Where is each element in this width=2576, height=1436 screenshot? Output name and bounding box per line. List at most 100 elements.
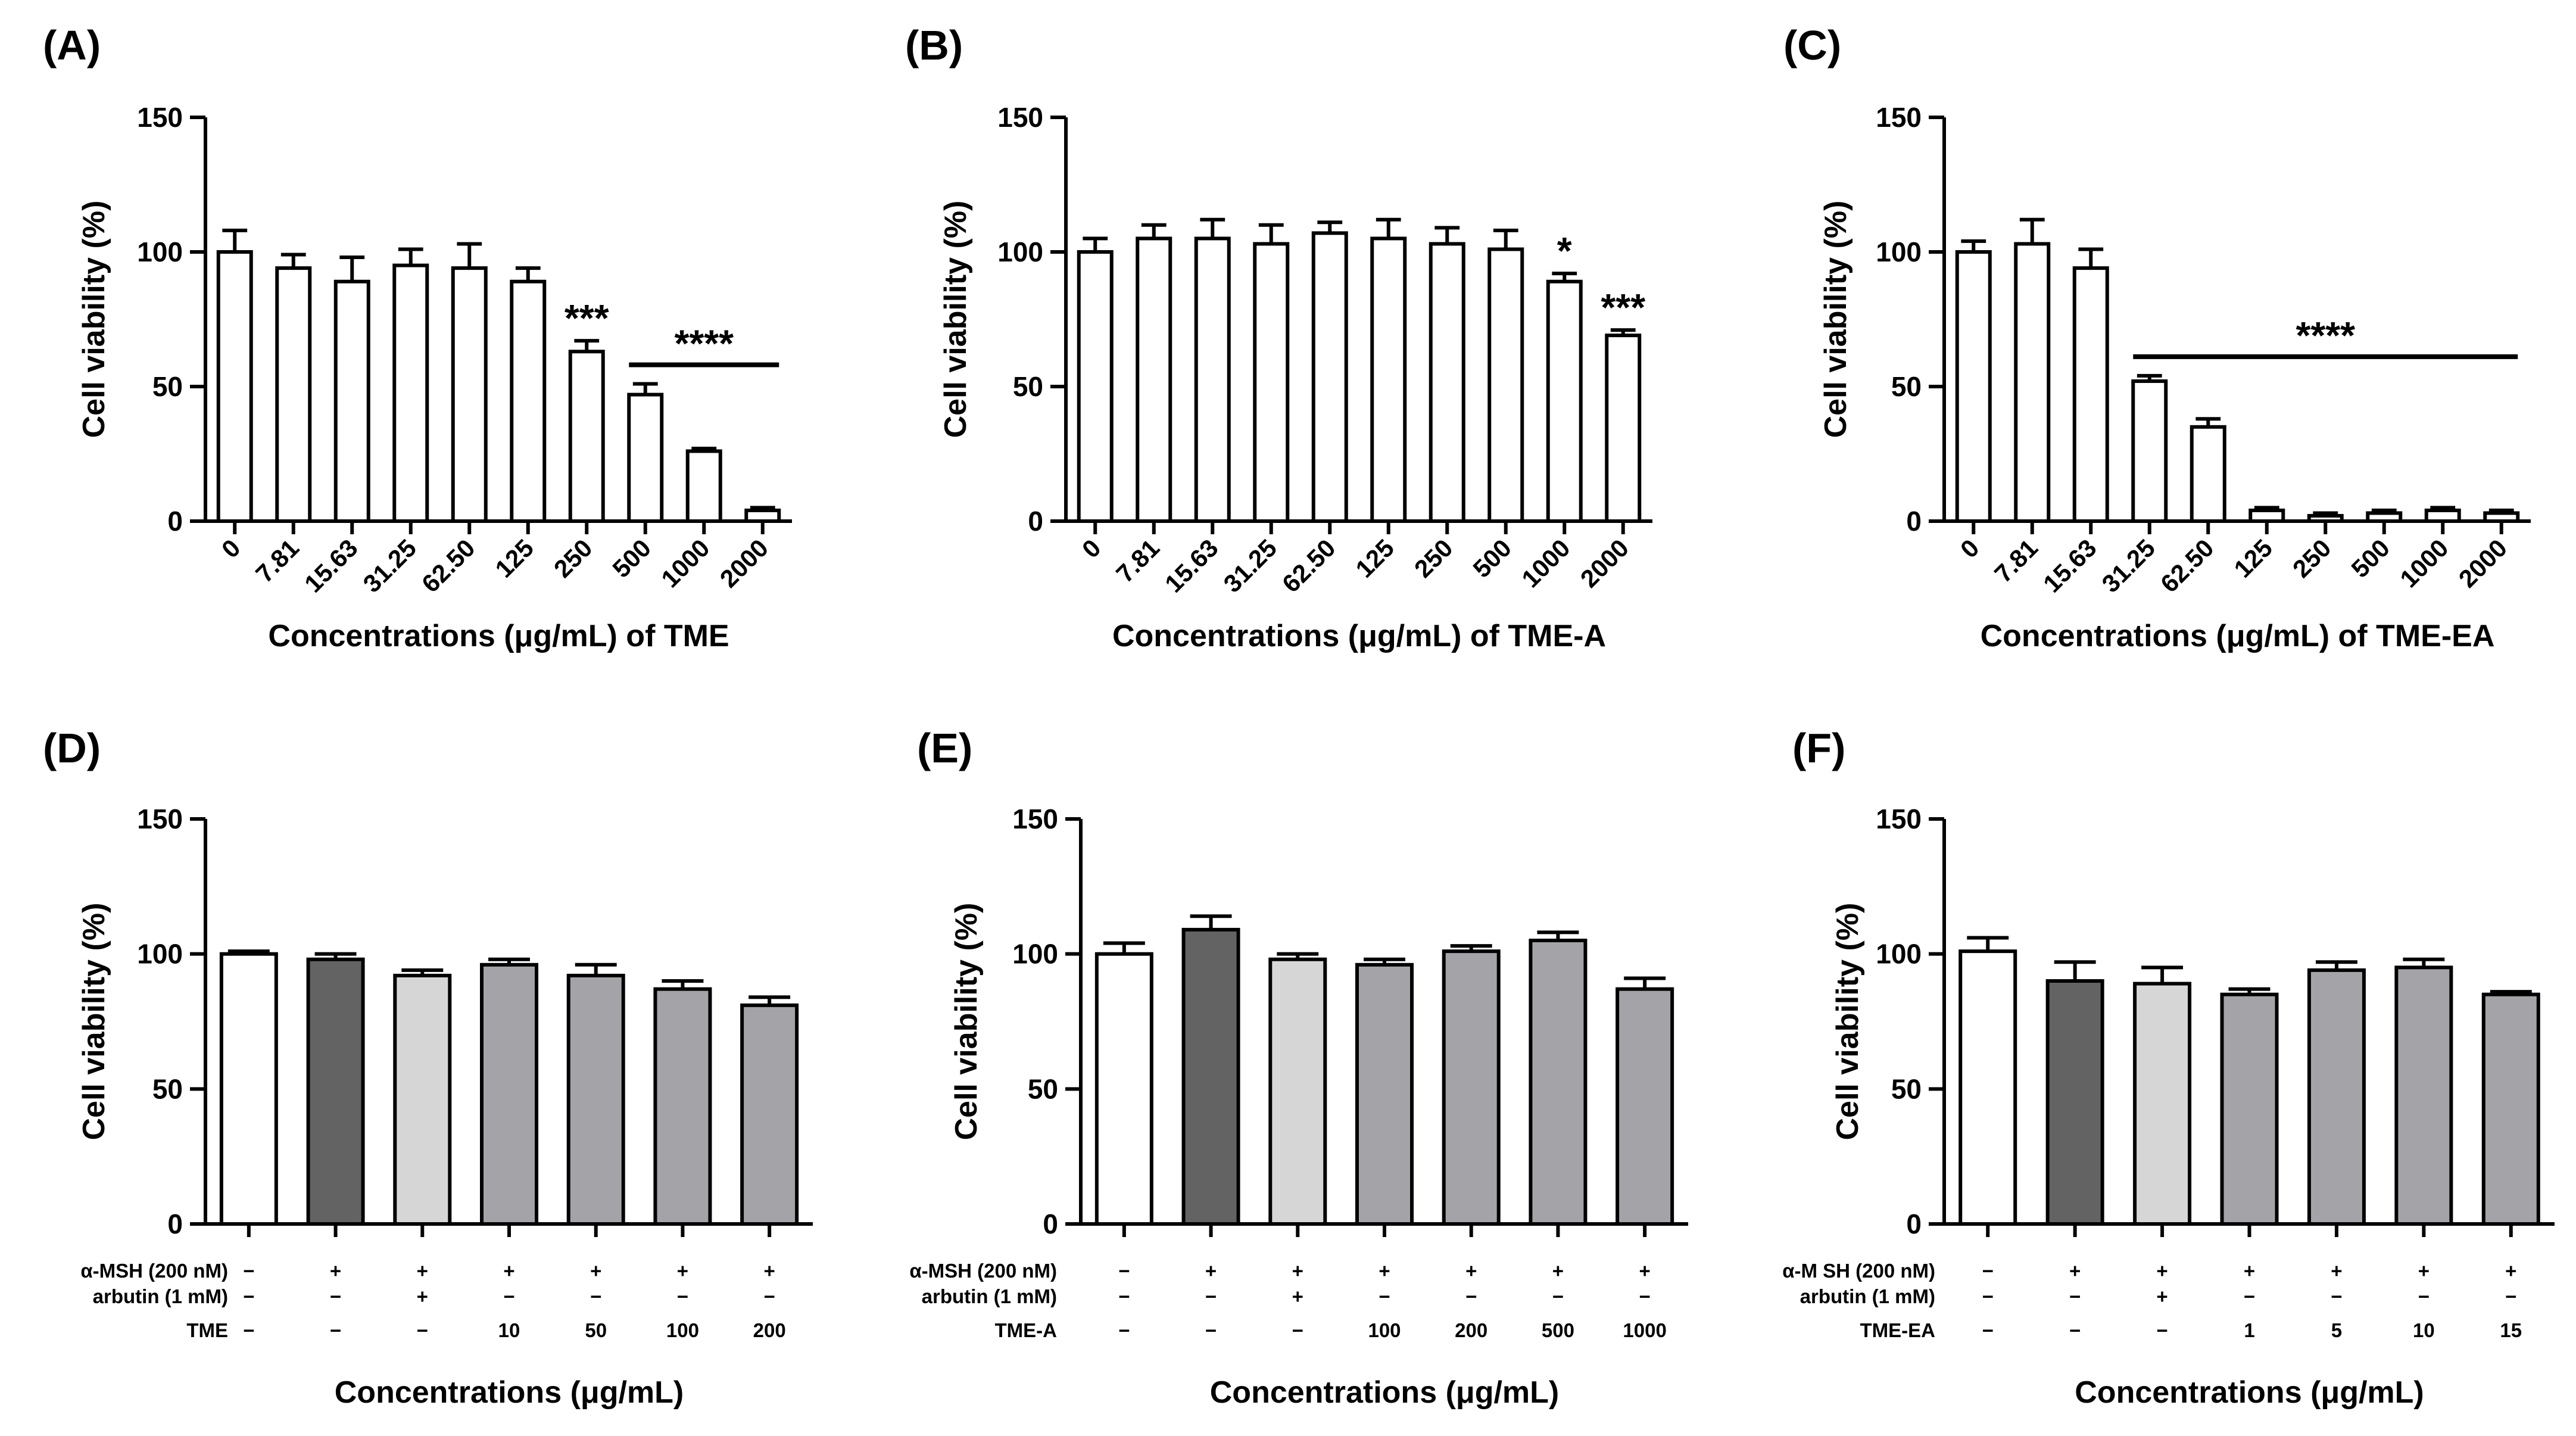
treatment-row-value: − bbox=[1292, 1319, 1303, 1341]
bar bbox=[2366, 511, 2403, 524]
bar bbox=[1181, 927, 1240, 1226]
y-tick-label: 0 bbox=[167, 1208, 183, 1239]
panel-label: (E) bbox=[917, 725, 972, 771]
treatment-row-value: 50 bbox=[585, 1319, 607, 1341]
bar bbox=[566, 973, 625, 1226]
bar bbox=[1487, 247, 1524, 523]
y-tick-label: 150 bbox=[1876, 102, 1922, 133]
bar bbox=[480, 962, 538, 1226]
y-axis-title: Cell viability (%) bbox=[949, 903, 984, 1141]
treatment-row-value: + bbox=[2069, 1260, 2081, 1282]
treatment-row-value: − bbox=[1982, 1319, 1994, 1341]
x-tick-label: 62.50 bbox=[416, 534, 481, 598]
panel-e: (E) 0 50 100 150 Cell viability (%) α-MSH (200… bbox=[909, 725, 1688, 1410]
x-tick-label: 2000 bbox=[2453, 534, 2512, 593]
y-tick-label: 0 bbox=[1906, 1208, 1922, 1239]
x-tick-label: 62.50 bbox=[1277, 534, 1341, 598]
bar bbox=[2307, 513, 2344, 524]
y-tick-label: 150 bbox=[997, 102, 1043, 133]
bar bbox=[2131, 379, 2168, 524]
treatment-row-label: TME-EA bbox=[1860, 1319, 1936, 1341]
panel-label: (F) bbox=[1792, 725, 1845, 771]
y-axis-title: Cell viability (%) bbox=[1819, 201, 1853, 438]
bar bbox=[568, 350, 605, 523]
y-tick-label: 50 bbox=[152, 371, 183, 402]
x-tick-label: 250 bbox=[548, 534, 598, 583]
treatment-row-value: 10 bbox=[498, 1319, 520, 1341]
treatment-row-value: − bbox=[243, 1260, 254, 1282]
x-tick-label: 0 bbox=[216, 534, 246, 563]
bar bbox=[306, 957, 365, 1226]
treatment-row-value: − bbox=[764, 1285, 775, 1307]
bar bbox=[333, 279, 370, 523]
bar bbox=[275, 266, 312, 523]
significance-label: *** bbox=[1601, 286, 1645, 329]
treatment-row-value: + bbox=[2418, 1260, 2430, 1282]
y-tick-label: 50 bbox=[1891, 1073, 1922, 1104]
treatment-row-label: TME-A bbox=[995, 1319, 1057, 1341]
bar bbox=[1955, 250, 1992, 523]
bar bbox=[1429, 242, 1465, 523]
bar bbox=[740, 1003, 799, 1226]
treatment-row-value: − bbox=[1982, 1285, 1994, 1307]
bar bbox=[2307, 968, 2366, 1226]
treatment-row-value: − bbox=[1118, 1319, 1130, 1341]
x-tick-label: 31.25 bbox=[358, 534, 422, 598]
bar bbox=[1077, 250, 1114, 523]
significance-label: **** bbox=[2296, 314, 2355, 357]
x-tick-label: 250 bbox=[2287, 534, 2337, 583]
treatment-row-value: + bbox=[2156, 1260, 2168, 1282]
x-tick-label: 500 bbox=[607, 534, 656, 583]
y-axis-title: Cell viability (%) bbox=[77, 201, 111, 438]
treatment-row-value: + bbox=[2156, 1285, 2168, 1307]
treatment-row-value: − bbox=[330, 1285, 341, 1307]
treatment-row-label: α-M SH (200 nM) bbox=[1782, 1260, 1935, 1282]
bar bbox=[1268, 957, 1327, 1226]
bar bbox=[1442, 949, 1501, 1226]
treatment-row-value: − bbox=[243, 1285, 254, 1307]
treatment-row-value: − bbox=[2505, 1285, 2516, 1307]
x-tick-label: 2000 bbox=[715, 534, 774, 593]
treatment-row-value: + bbox=[2331, 1260, 2342, 1282]
x-tick-label: 7.81 bbox=[1989, 534, 2043, 588]
treatment-row-value: + bbox=[1552, 1260, 1564, 1282]
treatment-row-value: − bbox=[1552, 1285, 1564, 1307]
significance-label: *** bbox=[565, 297, 609, 339]
treatment-row-value: + bbox=[764, 1260, 775, 1282]
y-tick-label: 150 bbox=[137, 102, 183, 133]
treatment-row-value: − bbox=[1205, 1285, 1217, 1307]
y-tick-label: 0 bbox=[1906, 506, 1922, 537]
x-tick-label: 0 bbox=[1955, 534, 1985, 563]
treatment-row-value: − bbox=[1379, 1285, 1390, 1307]
y-tick-label: 100 bbox=[1876, 939, 1922, 970]
treatment-row-value: + bbox=[2244, 1260, 2255, 1282]
panel-f: (F) 0 50 100 150 Cell viability (%) α-M SH (20… bbox=[1782, 725, 2555, 1410]
treatment-row-value: + bbox=[1639, 1260, 1651, 1282]
treatment-row-value: − bbox=[1118, 1260, 1130, 1282]
treatment-row-value: 200 bbox=[753, 1319, 786, 1341]
treatment-row-value: + bbox=[1379, 1260, 1390, 1282]
bar bbox=[1094, 952, 1153, 1226]
bar bbox=[1355, 962, 1414, 1226]
bar bbox=[1546, 279, 1583, 523]
bar bbox=[2481, 992, 2540, 1226]
bar bbox=[685, 449, 722, 523]
y-axis-title: Cell viability (%) bbox=[1830, 903, 1865, 1141]
bar bbox=[393, 973, 452, 1226]
bar bbox=[744, 508, 781, 523]
bar bbox=[2394, 965, 2453, 1226]
y-tick-label: 100 bbox=[1012, 939, 1058, 970]
panel-label: (B) bbox=[905, 22, 963, 68]
treatment-row-value: + bbox=[1292, 1285, 1303, 1307]
x-tick-label: 1000 bbox=[656, 534, 715, 593]
panel-label: (A) bbox=[43, 22, 101, 68]
x-tick-label: 125 bbox=[2228, 534, 2278, 583]
x-tick-label: 500 bbox=[1467, 534, 1517, 583]
treatment-row-value: − bbox=[2418, 1285, 2430, 1307]
bar bbox=[1136, 236, 1172, 523]
x-tick-label: 7.81 bbox=[1111, 534, 1165, 588]
x-tick-label: 500 bbox=[2346, 534, 2395, 583]
treatment-row-value: − bbox=[2069, 1319, 2081, 1341]
